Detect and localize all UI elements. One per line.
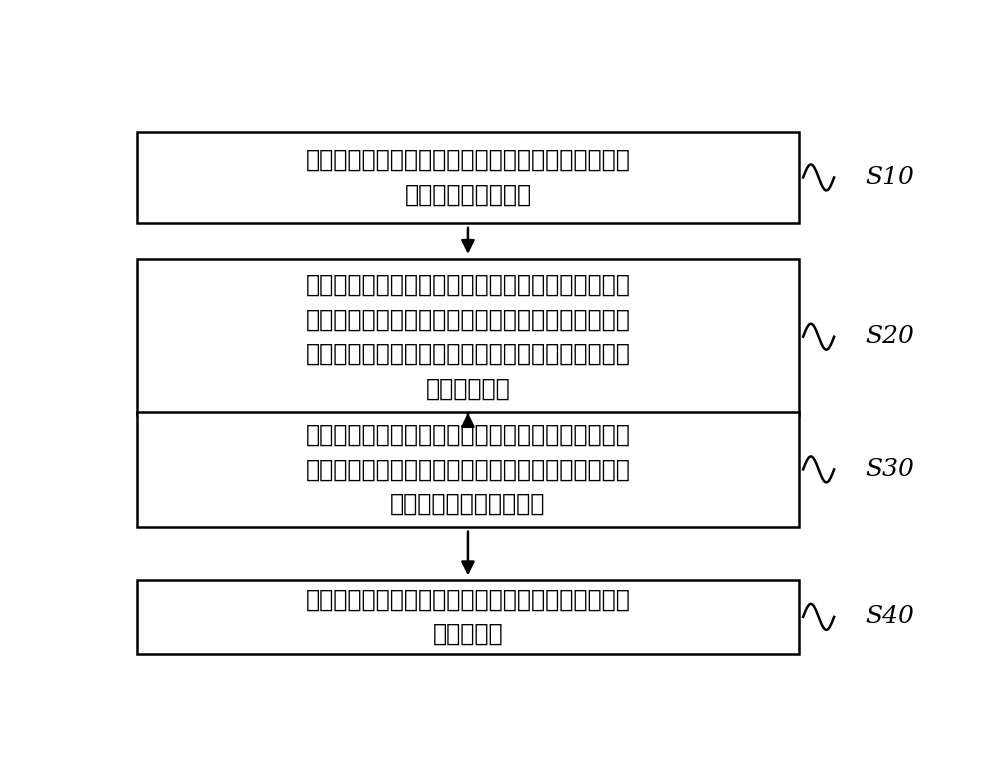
FancyBboxPatch shape (137, 132, 799, 223)
Text: S30: S30 (865, 458, 914, 481)
Text: S10: S10 (865, 166, 914, 189)
Text: 当第一子像素的位置信息和目标显示面板中异常子像
素的位置信息匹配时，获取与第一子像素对应的第二
子像素的位置信息，第二子像素与第一子像素位于同
一像素单元内: 当第一子像素的位置信息和目标显示面板中异常子像 素的位置信息匹配时，获取与第一子… (306, 273, 630, 401)
FancyBboxPatch shape (137, 412, 799, 527)
Text: 根据第二子像素的位置信息，获取与第二子像素对应
的第三子像素的位置信息，第三子像素与第二子像素
相邻设置且发光颜色相同: 根据第二子像素的位置信息，获取与第二子像素对应 的第三子像素的位置信息，第三子像… (306, 423, 630, 516)
FancyBboxPatch shape (137, 580, 799, 653)
Text: 获取目标显示面板中第一子像素的位置信息，第一子
像素为待补偿子像素: 获取目标显示面板中第一子像素的位置信息，第一子 像素为待补偿子像素 (306, 148, 630, 207)
Text: S20: S20 (865, 326, 914, 349)
Text: S40: S40 (865, 605, 914, 628)
Text: 将所述第三子像素的补偿参数设定为所述第二子像素
的补偿参数: 将所述第三子像素的补偿参数设定为所述第二子像素 的补偿参数 (306, 588, 630, 646)
FancyBboxPatch shape (137, 259, 799, 415)
